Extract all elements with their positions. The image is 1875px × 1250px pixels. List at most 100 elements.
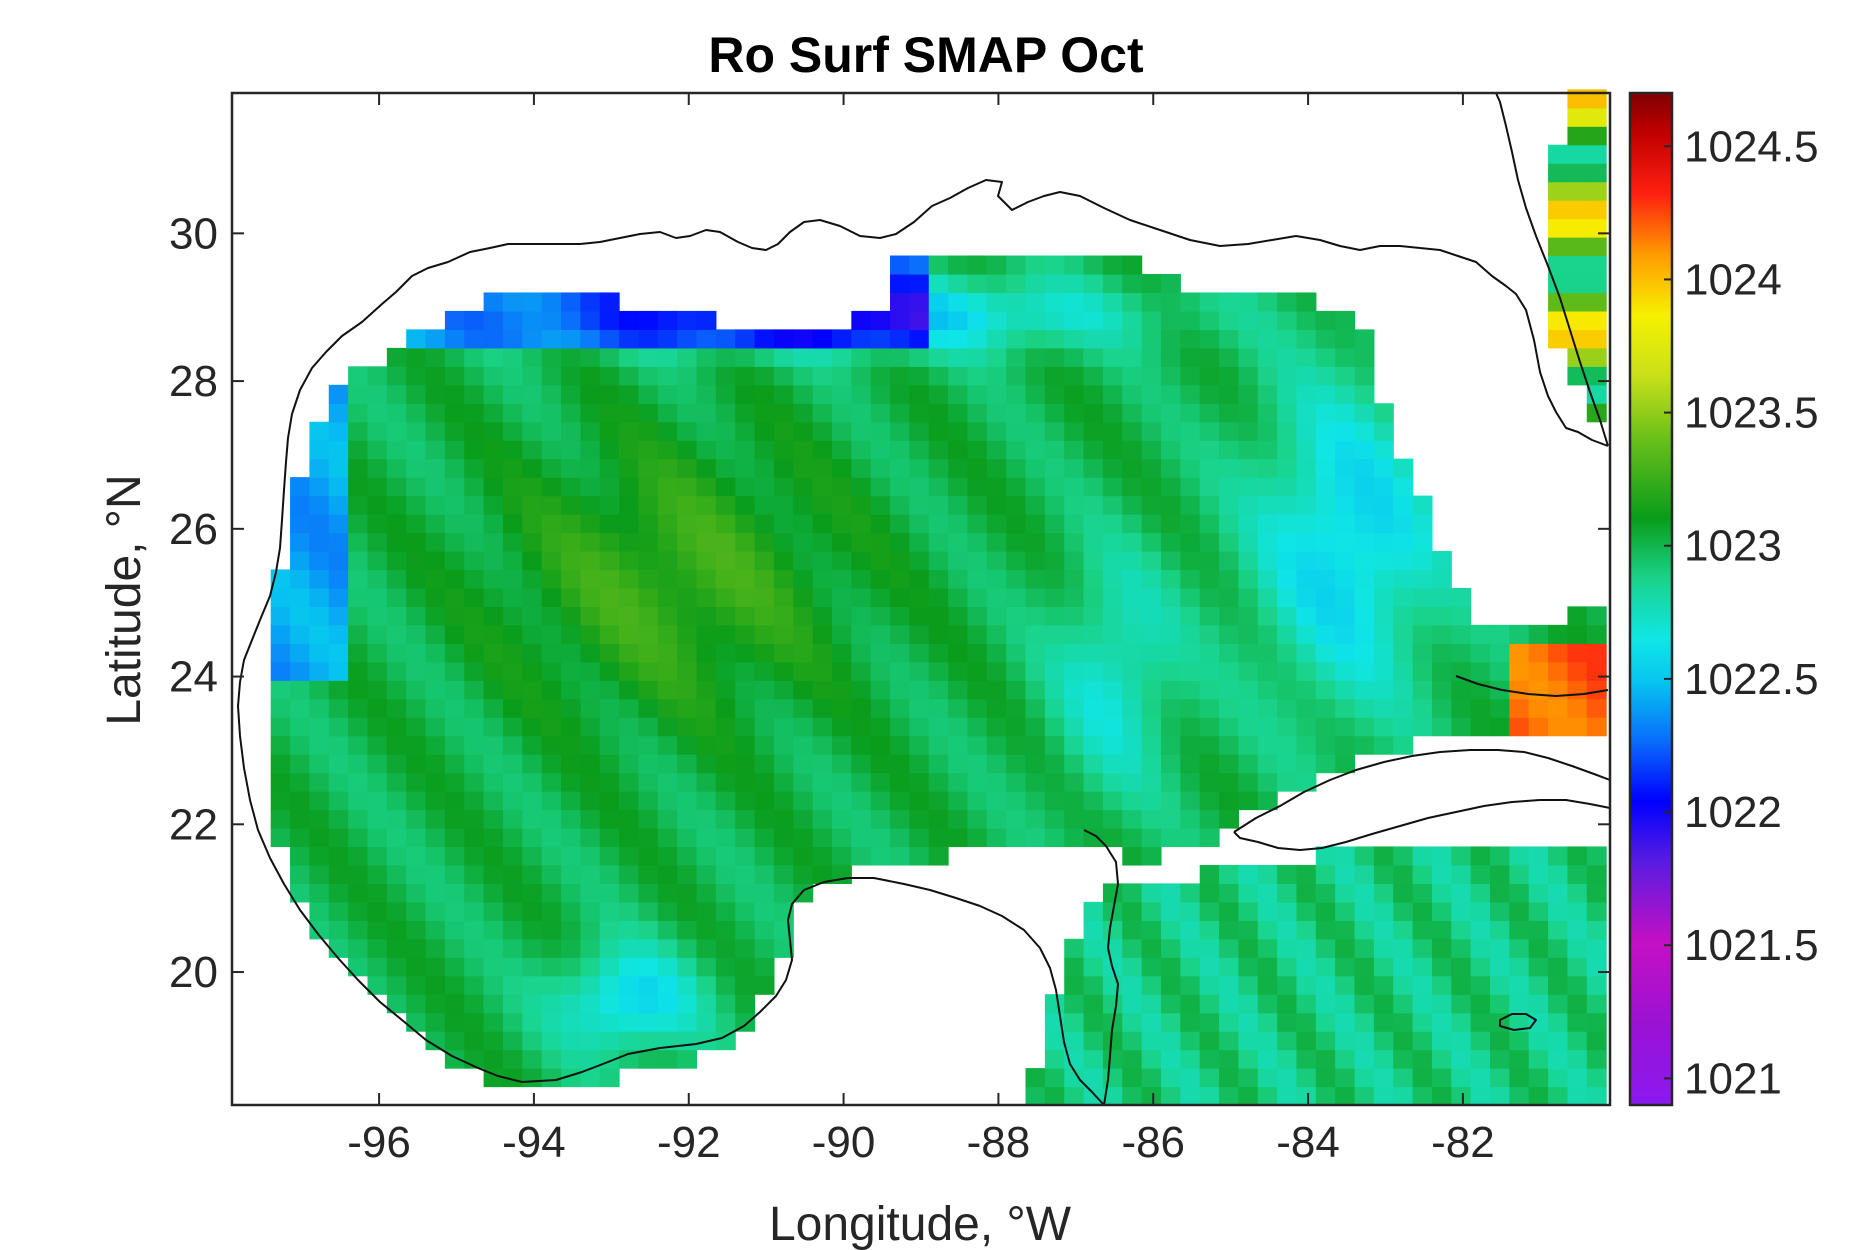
heatmap-cell (1160, 421, 1181, 441)
heatmap-cell (1451, 920, 1472, 940)
heatmap-cell (1064, 680, 1085, 700)
heatmap-cell (696, 532, 717, 552)
heatmap-cell (677, 1049, 698, 1069)
heatmap-cell (1277, 403, 1298, 423)
heatmap-cell (657, 310, 678, 330)
heatmap-cell (812, 532, 833, 552)
heatmap-cell (367, 587, 388, 607)
heatmap-cell (986, 624, 1007, 644)
heatmap-cell (1354, 938, 1375, 958)
heatmap-cell (1219, 772, 1239, 792)
heatmap-cell (619, 606, 640, 626)
heatmap-cell (328, 864, 349, 884)
heatmap-cell (1219, 1086, 1239, 1106)
heatmap-cell (270, 698, 291, 718)
heatmap-cell (1373, 901, 1394, 921)
heatmap-cell (677, 384, 698, 404)
heatmap-cell (1335, 550, 1356, 571)
heatmap-cell (619, 846, 640, 866)
heatmap-cell (1102, 606, 1123, 626)
heatmap-cell (619, 901, 640, 921)
heatmap-cell (1064, 347, 1085, 367)
heatmap-cell (561, 550, 581, 571)
heatmap-cell (502, 698, 523, 718)
heatmap-cell (1025, 606, 1046, 626)
heatmap-cell (890, 273, 910, 294)
heatmap-cell (1122, 772, 1143, 792)
heatmap-cell (773, 569, 794, 589)
heatmap-cell (309, 514, 330, 534)
heatmap-cell (754, 717, 775, 737)
heatmap-cell (793, 864, 814, 884)
heatmap-cell (1335, 477, 1356, 497)
heatmap-cell (406, 717, 427, 737)
heatmap-cell (928, 735, 949, 755)
heatmap-cell (1528, 717, 1549, 737)
heatmap-cell (1354, 514, 1375, 534)
heatmap-cell (773, 366, 794, 386)
heatmap-cell (444, 717, 465, 737)
heatmap-cell (1296, 587, 1317, 607)
heatmap-cell (1567, 237, 1588, 257)
heatmap-cell (638, 661, 659, 681)
heatmap-cell (1160, 680, 1181, 700)
heatmap-cell (967, 514, 988, 534)
heatmap-cell (1180, 440, 1201, 460)
heatmap-cell (1335, 680, 1356, 700)
heatmap-cell (657, 864, 678, 884)
heatmap-cell (464, 680, 485, 700)
heatmap-cell (599, 347, 620, 367)
heatmap-cell (754, 624, 775, 644)
heatmap-cell (793, 532, 814, 552)
heatmap-cell (986, 458, 1007, 478)
heatmap-cell (1296, 901, 1317, 921)
heatmap-cell (1238, 347, 1259, 367)
heatmap-cell (657, 514, 678, 534)
heatmap-cell (367, 495, 388, 515)
heatmap-cell (290, 735, 311, 755)
heatmap-cell (1548, 883, 1569, 903)
heatmap-cell (386, 809, 407, 829)
heatmap-cell (483, 717, 504, 737)
heatmap-cell (1083, 791, 1104, 811)
heatmap-cell (986, 791, 1007, 811)
heatmap-cell (1102, 735, 1123, 755)
x-tick-label: -86 (1121, 1118, 1185, 1167)
heatmap-cell (1335, 587, 1356, 607)
heatmap-cell (677, 532, 698, 552)
heatmap-cell (831, 550, 852, 571)
heatmap-cell (464, 329, 485, 349)
heatmap-cell (928, 846, 949, 866)
heatmap-cell (1335, 495, 1356, 515)
heatmap-cell (638, 1049, 659, 1069)
heatmap-cell (1470, 717, 1491, 737)
heatmap-cell (1528, 994, 1549, 1014)
heatmap-cell (812, 366, 833, 386)
heatmap-cell (580, 1068, 601, 1088)
heatmap-cell (1199, 754, 1220, 774)
heatmap-cell (1567, 957, 1588, 977)
heatmap-cell (580, 809, 601, 829)
heatmap-cell (1006, 440, 1027, 460)
heatmap-cell (677, 347, 698, 367)
heatmap-cell (831, 514, 852, 534)
heatmap-cell (1315, 1031, 1336, 1051)
heatmap-cell (870, 569, 891, 589)
heatmap-cell (580, 477, 601, 497)
heatmap-cell (967, 809, 988, 829)
heatmap-cell (948, 754, 969, 774)
heatmap-cell (580, 347, 601, 367)
heatmap-cell (1335, 938, 1356, 958)
heatmap-cell (1025, 421, 1046, 441)
heatmap-cell (464, 809, 485, 829)
heatmap-cell (1102, 975, 1123, 995)
heatmap-cell (464, 643, 485, 663)
heatmap-cell (1257, 920, 1278, 940)
heatmap-cell (1296, 772, 1317, 792)
heatmap-cell (851, 569, 872, 589)
heatmap-cell (1451, 1031, 1472, 1051)
heatmap-cell (812, 477, 833, 497)
heatmap-cell (1257, 329, 1278, 349)
heatmap-cell (464, 920, 485, 940)
heatmap-cell (773, 717, 794, 737)
